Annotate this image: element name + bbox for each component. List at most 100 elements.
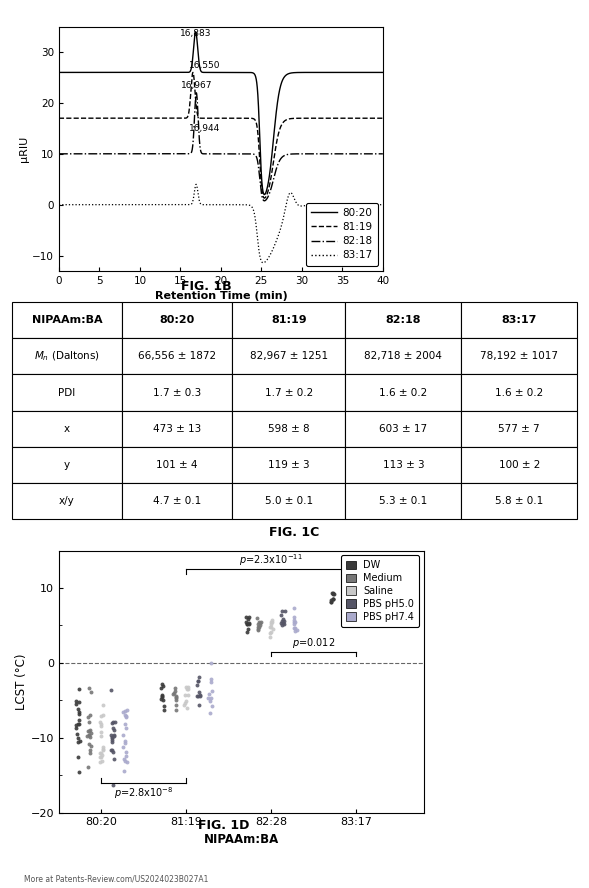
Text: 66,556 ± 1872: 66,556 ± 1872 — [138, 352, 216, 361]
Bar — [12, 447, 122, 483]
Point — [277, 608, 286, 622]
Text: 5.8 ± 0.1: 5.8 ± 0.1 — [495, 496, 544, 506]
Point — [340, 584, 350, 599]
Point — [109, 728, 118, 742]
82:18 — [313, 148, 320, 159]
Point — [83, 710, 92, 725]
X-axis label: Retention Time (min): Retention Time (min) — [154, 291, 287, 301]
Point — [108, 717, 117, 731]
Text: y: y — [64, 460, 70, 470]
Point — [83, 724, 92, 738]
Point — [253, 622, 263, 637]
80:20 — [296, 67, 303, 78]
Point — [278, 614, 287, 628]
Point — [171, 691, 181, 705]
Point — [98, 742, 108, 757]
Point — [84, 715, 94, 729]
Point — [279, 614, 289, 628]
Point — [158, 679, 168, 694]
Point — [363, 591, 373, 606]
Point — [350, 596, 360, 610]
Bar — [122, 375, 232, 410]
Point — [268, 613, 277, 627]
Bar — [461, 375, 577, 410]
Point — [121, 721, 130, 735]
Point — [73, 702, 82, 717]
Point — [84, 727, 94, 741]
Text: PDI: PDI — [58, 387, 75, 398]
Point — [121, 710, 131, 725]
Point — [256, 614, 266, 629]
83:17 — [296, 201, 303, 211]
80:20 — [247, 67, 254, 78]
Point — [95, 755, 104, 769]
Point — [326, 593, 336, 607]
Bar — [12, 483, 122, 519]
Point — [328, 586, 337, 600]
Point — [254, 617, 263, 631]
81:19 — [190, 67, 197, 78]
Point — [194, 673, 203, 687]
Point — [84, 727, 93, 741]
Text: 603 ± 17: 603 ± 17 — [379, 424, 428, 434]
Point — [328, 592, 337, 607]
Point — [108, 721, 118, 735]
Point — [108, 778, 118, 792]
Text: 16,967: 16,967 — [181, 81, 212, 91]
Point — [107, 730, 116, 744]
Point — [277, 605, 287, 619]
Point — [377, 592, 386, 607]
Point — [170, 681, 180, 695]
Point — [107, 731, 117, 745]
Point — [350, 592, 359, 607]
Point — [327, 586, 337, 600]
Point — [207, 699, 217, 713]
Line: 82:18: 82:18 — [59, 92, 383, 201]
Point — [350, 598, 360, 612]
Point — [84, 725, 94, 739]
Point — [120, 734, 130, 749]
Point — [206, 691, 216, 705]
Bar — [345, 483, 461, 519]
Point — [244, 617, 254, 631]
Point — [326, 595, 336, 609]
Point — [86, 723, 95, 737]
Text: 82:18: 82:18 — [386, 315, 421, 325]
Point — [121, 749, 130, 763]
Point — [340, 588, 349, 602]
Point — [183, 682, 193, 696]
Point — [107, 743, 117, 757]
Point — [180, 698, 189, 712]
Point — [375, 586, 385, 600]
82:18 — [379, 148, 386, 159]
Point — [107, 743, 116, 757]
Point — [289, 614, 299, 629]
82:18 — [72, 148, 79, 159]
Point — [111, 715, 120, 729]
82:18 — [173, 148, 180, 159]
Point — [279, 617, 289, 631]
Point — [193, 689, 203, 703]
Y-axis label: LCST (°C): LCST (°C) — [15, 654, 28, 710]
Point — [82, 729, 92, 743]
Text: 473 ± 13: 473 ± 13 — [153, 424, 201, 434]
Text: 82,718 ± 2004: 82,718 ± 2004 — [365, 352, 442, 361]
Y-axis label: μRIU: μRIU — [19, 136, 29, 162]
Point — [266, 615, 276, 630]
Point — [75, 734, 84, 749]
Point — [289, 610, 299, 624]
Point — [203, 691, 213, 705]
Point — [290, 621, 299, 635]
Bar — [345, 447, 461, 483]
Text: x/y: x/y — [59, 496, 75, 506]
Point — [289, 613, 299, 627]
Point — [85, 746, 95, 760]
Text: 5.3 ± 0.1: 5.3 ± 0.1 — [379, 496, 428, 506]
82:18 — [193, 87, 200, 98]
Text: NIPAAm:BA: NIPAAm:BA — [32, 315, 102, 325]
Point — [192, 678, 201, 692]
Point — [121, 745, 130, 759]
Point — [107, 733, 117, 747]
Point — [71, 697, 80, 711]
Bar — [12, 410, 122, 447]
